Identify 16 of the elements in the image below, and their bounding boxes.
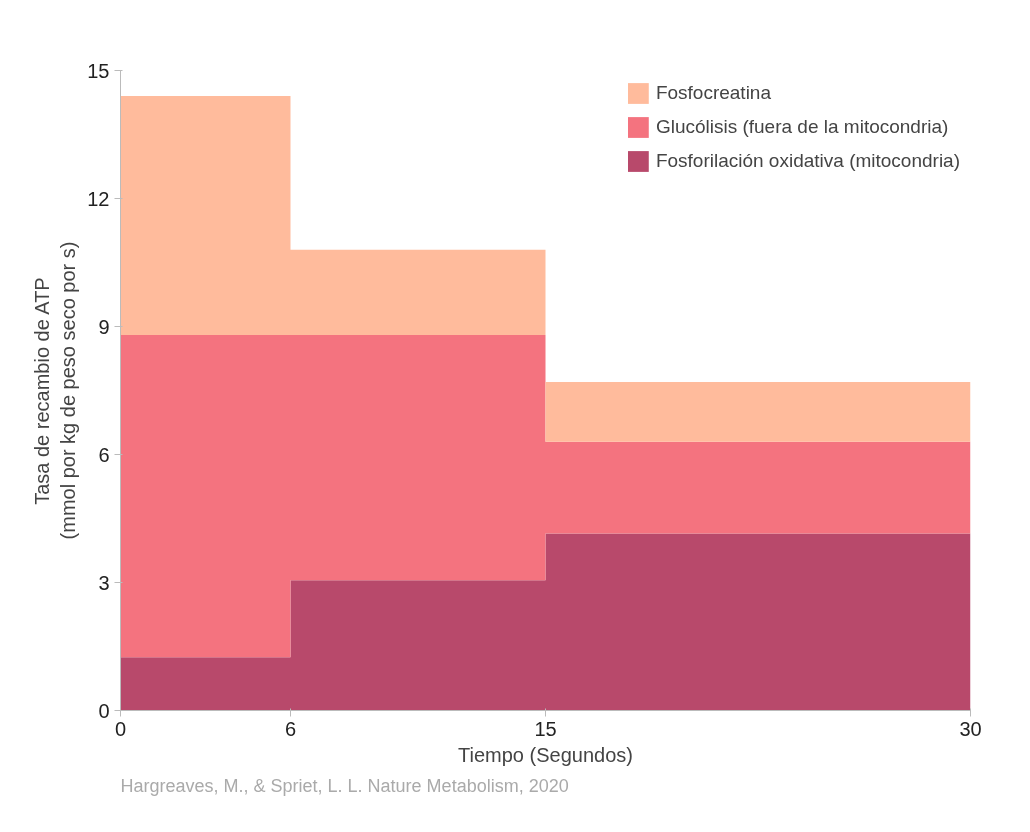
legend-label: Fosfocreatina [655,82,771,104]
x-tick-label: 15 [534,717,557,740]
y-tick-label: 9 [98,315,110,338]
x-tick-label: 6 [284,717,297,740]
y-tick-label: 15 [87,59,110,82]
y-tick-label: 6 [98,443,110,466]
x-tick-label: 0 [114,717,127,740]
x-tick-label: 30 [959,717,982,740]
y-tick-label: 3 [98,571,110,594]
x-axis-title: Tiempo (Segundos) [458,743,633,766]
y-tick-label: 12 [87,187,110,210]
text: Hargreaves, M., & Spriet, L. L. Nature Metabolism, 2020 [120,775,569,796]
y-axis-title: Tasa de recambio de ATP (mmol por kg de peso seco por s) [30,241,80,540]
legend-label: Fosforilación oxidativa (mitocondria) [655,150,960,172]
y-tick-label: 0 [98,699,110,722]
legend-label: Glucólisis (fuera de la mitocondria) [655,116,949,138]
